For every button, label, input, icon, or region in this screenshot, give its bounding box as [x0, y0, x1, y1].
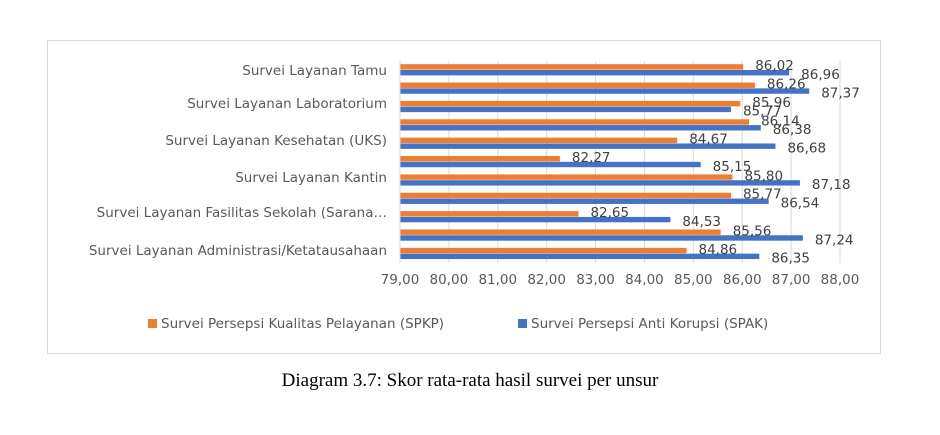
- bar-spak: [400, 161, 701, 168]
- bar-spak: [400, 216, 671, 223]
- data-label-spak: 86,96: [801, 67, 840, 83]
- x-tick-label: 79,00: [381, 272, 420, 288]
- bar-spak: [400, 235, 803, 241]
- data-label-spkp: 85,96: [752, 95, 791, 111]
- data-label-spkp: 85,77: [743, 187, 782, 203]
- data-label-spak: 87,24: [815, 232, 854, 248]
- data-label-spak: 84,53: [682, 214, 721, 230]
- x-tick-label: 88,00: [821, 272, 860, 288]
- bar-spak: [400, 106, 731, 113]
- data-label-spak: 86,38: [773, 122, 812, 138]
- bar-spak: [400, 198, 769, 204]
- data-label-spkp: 86,02: [755, 58, 794, 74]
- x-tick-label: 81,00: [478, 272, 517, 288]
- bar-spkp: [400, 156, 560, 162]
- bar-spkp: [400, 192, 731, 199]
- bar-chart: 79,00 80,00 81,00 82,00 83,00 84,00 85,00 86,00…: [89, 58, 860, 332]
- chart-frame: 79,00 80,00 81,00 82,00 83,00 84,00 85,00 86,00…: [47, 40, 881, 354]
- bar-spak: [400, 88, 810, 94]
- category-label: Survei Layanan Administrasi/Ketatausahaa…: [89, 243, 387, 259]
- data-label-spak: 86,35: [771, 251, 810, 267]
- data-label-spak: 85,15: [713, 159, 752, 175]
- bar-spkp: [400, 174, 733, 180]
- bar-spak: [400, 143, 776, 149]
- legend-swatch-spkp: [148, 319, 157, 328]
- x-tick-label: 86,00: [723, 272, 762, 288]
- x-tick-label: 80,00: [430, 272, 469, 288]
- x-tick-label: 87,00: [772, 272, 811, 288]
- data-label-spak: 86,68: [787, 140, 826, 156]
- legend-swatch-spak: [518, 319, 527, 328]
- bar-spak: [400, 180, 800, 186]
- x-tick-label: 85,00: [674, 272, 713, 288]
- x-tick-label: 84,00: [625, 272, 664, 288]
- x-tick-label: 82,00: [527, 272, 566, 288]
- data-label-spkp: 86,26: [767, 77, 806, 93]
- category-label: Survei Layanan Kantin: [235, 170, 387, 186]
- bar-spkp: [400, 119, 750, 125]
- bar-spkp: [400, 229, 721, 235]
- data-label-spak: 86,54: [781, 196, 820, 212]
- data-label-spkp: 85,80: [744, 168, 783, 184]
- category-label: Survei Layanan Tamu: [242, 63, 387, 79]
- data-label-spkp: 82,27: [572, 150, 611, 166]
- data-label-spak: 87,37: [821, 85, 860, 101]
- bar-spkp: [400, 82, 755, 88]
- data-label-spkp: 85,56: [733, 223, 772, 239]
- bar-spkp: [400, 64, 744, 70]
- data-label-spkp: 86,14: [761, 113, 800, 129]
- category-label: Survei Layanan Laboratorium: [187, 96, 387, 112]
- data-label-spkp: 82,65: [590, 205, 629, 221]
- x-tick-label: 83,00: [576, 272, 615, 288]
- legend-label-spkp: Survei Persepsi Kualitas Pelayanan (SPKP…: [161, 316, 444, 332]
- bar-spak: [400, 70, 790, 76]
- bar-spak: [400, 125, 761, 131]
- bar-spkp: [400, 211, 579, 217]
- category-label: Survei Layanan Kesehatan (UKS): [165, 133, 387, 149]
- bar-spkp: [400, 137, 678, 144]
- legend-label-spak: Survei Persepsi Anti Korupsi (SPAK): [531, 316, 768, 332]
- bar-spkp: [400, 247, 687, 254]
- data-label-spak: 85,77: [743, 104, 782, 120]
- bar-spkp: [400, 100, 741, 107]
- data-label-spkp: 84,67: [689, 132, 728, 148]
- figure-caption: Diagram 3.7: Skor rata-rata hasil survei…: [281, 370, 659, 391]
- category-label: Survei Layanan Fasilitas Sekolah (Sarana…: [97, 205, 387, 221]
- bar-spak: [400, 253, 760, 260]
- data-label-spak: 87,18: [812, 177, 851, 193]
- data-label-spkp: 84,86: [698, 242, 737, 258]
